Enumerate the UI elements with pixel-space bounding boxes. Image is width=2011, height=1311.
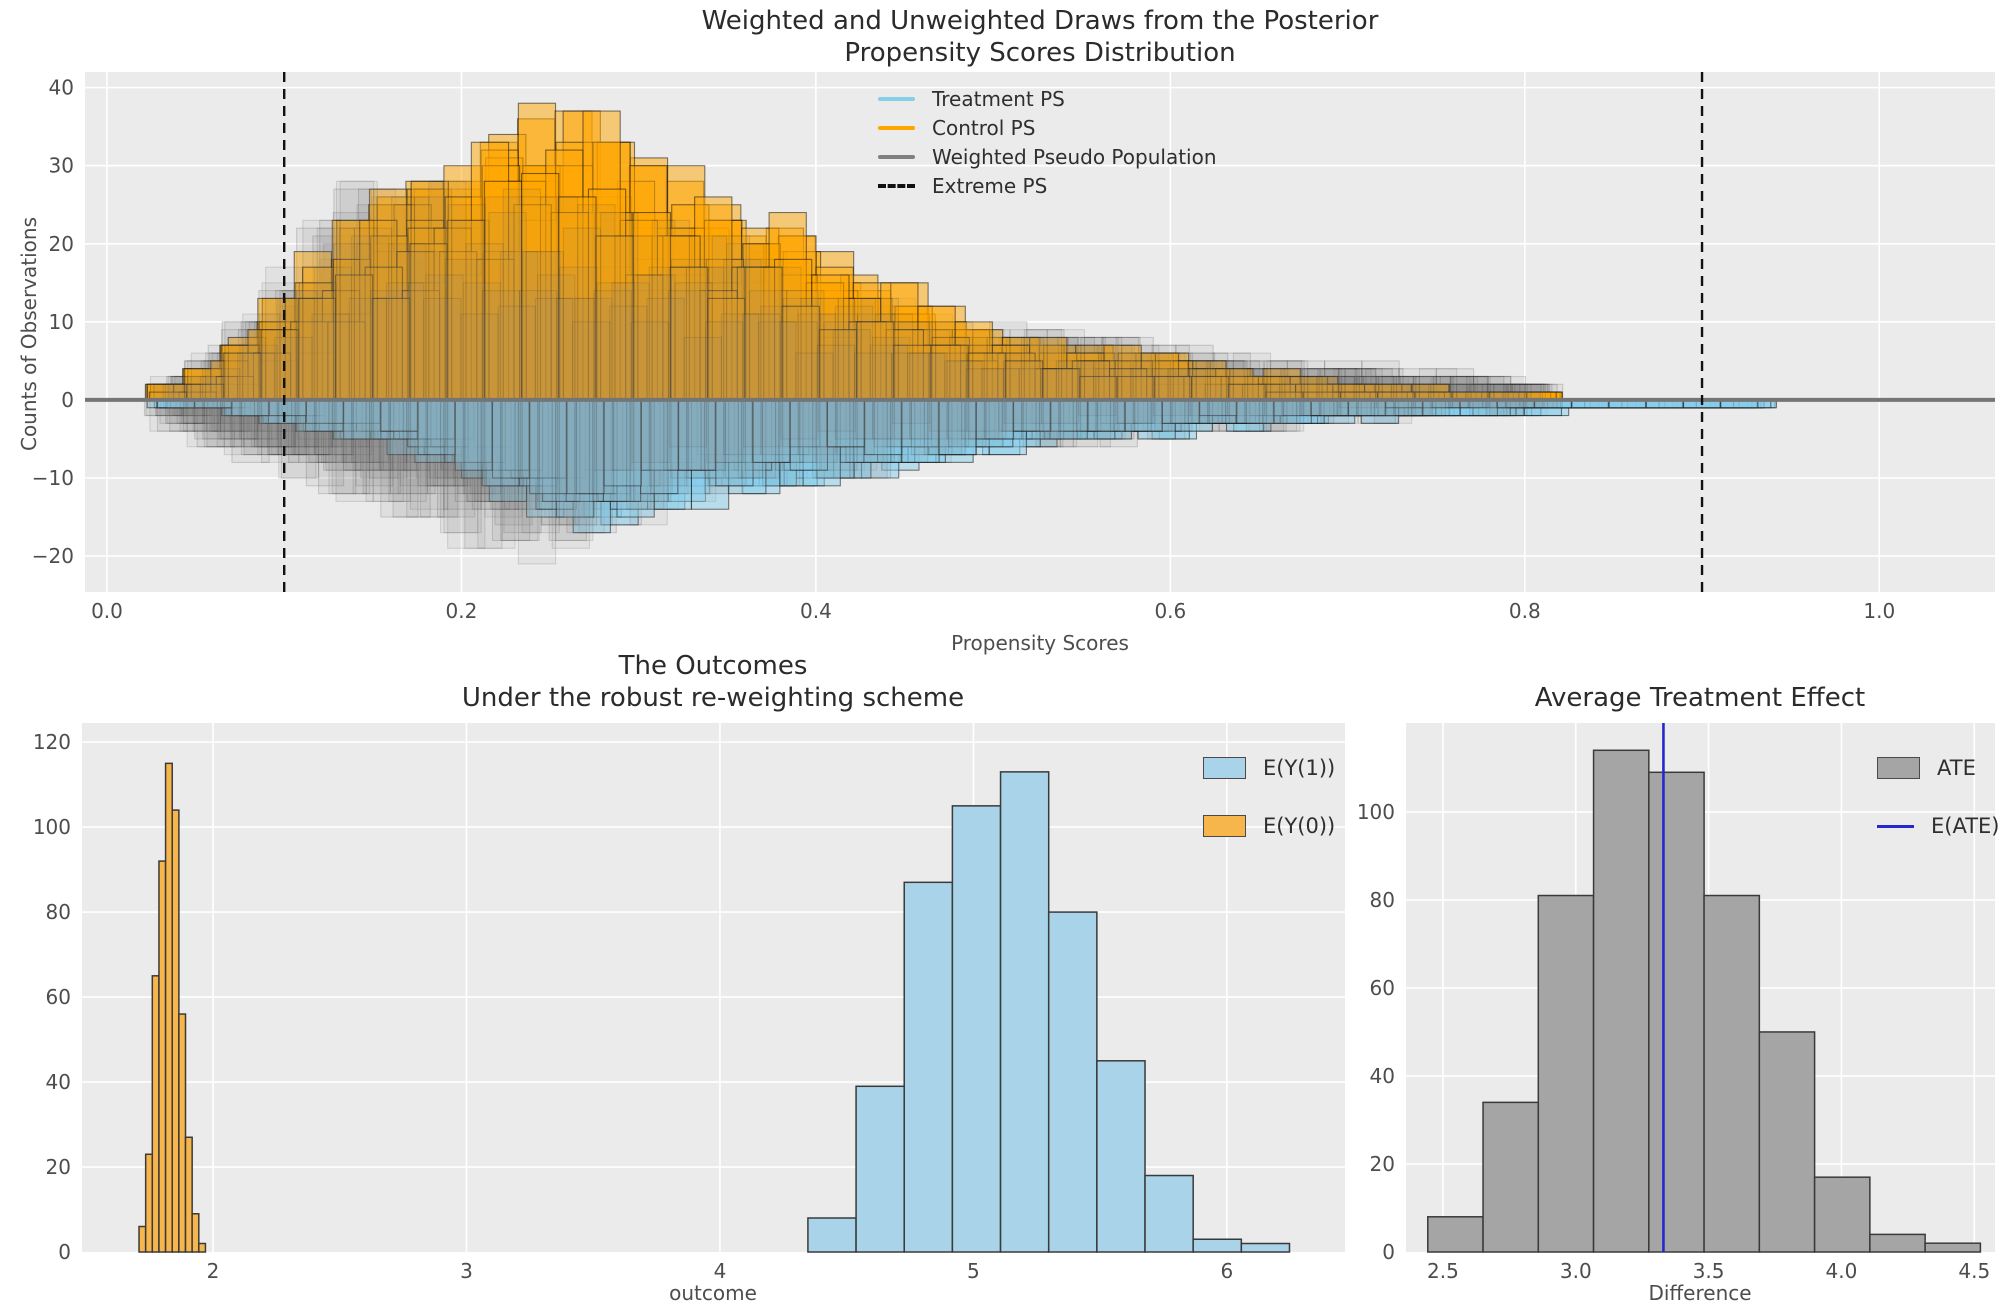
svg-text:2.5: 2.5 xyxy=(1427,1259,1459,1283)
legend-item-treatment-ps: Treatment PS xyxy=(878,84,1217,113)
top-yaxis-label: Counts of Observations xyxy=(17,217,41,452)
svg-text:80: 80 xyxy=(1370,888,1395,912)
svg-text:60: 60 xyxy=(46,985,71,1009)
eate-label: E(ATE) xyxy=(1931,814,2000,838)
svg-text:3: 3 xyxy=(460,1259,473,1283)
svg-text:20: 20 xyxy=(46,1155,71,1179)
top-title-line1: Weighted and Unweighted Draws from the P… xyxy=(701,6,1379,36)
svg-text:6: 6 xyxy=(1221,1259,1234,1283)
ate-patch-swatch xyxy=(1877,757,1920,779)
svg-text:0.2: 0.2 xyxy=(446,599,478,623)
svg-text:1.0: 1.0 xyxy=(1863,599,1895,623)
svg-text:0: 0 xyxy=(58,1240,71,1264)
legend-item-ey1: E(Y(1)) xyxy=(1203,756,1335,780)
svg-text:3.5: 3.5 xyxy=(1693,1259,1725,1283)
legend-item-weighted-population: Weighted Pseudo Population xyxy=(878,142,1217,171)
outcomes-panel-title: The Outcomes Under the robust re-weighti… xyxy=(113,650,1313,714)
svg-text:0.4: 0.4 xyxy=(800,599,832,623)
ey0-label: E(Y(0)) xyxy=(1263,814,1336,838)
control-ps-label: Control PS xyxy=(932,115,1036,140)
svg-text:100: 100 xyxy=(33,815,71,839)
svg-text:0.6: 0.6 xyxy=(1154,599,1186,623)
ey0-patch-swatch xyxy=(1203,815,1246,837)
svg-text:0: 0 xyxy=(61,388,74,412)
legend-item-control-ps: Control PS xyxy=(878,113,1217,142)
svg-text:2: 2 xyxy=(207,1259,220,1283)
extreme-ps-label: Extreme PS xyxy=(932,173,1048,198)
legend-item-ate: ATE xyxy=(1877,756,2000,780)
outcomes-xaxis-label: outcome xyxy=(669,1281,757,1305)
eate-line-swatch xyxy=(1877,824,1914,828)
legend-item-extreme-ps: Extreme PS xyxy=(878,171,1217,200)
ey1-patch-swatch xyxy=(1203,757,1246,779)
outcomes-title-line2: Under the robust re-weighting scheme xyxy=(461,683,965,713)
svg-text:20: 20 xyxy=(1370,1152,1395,1176)
svg-text:4.0: 4.0 xyxy=(1826,1259,1858,1283)
extreme-ps-dashed-swatch xyxy=(878,183,915,188)
svg-text:40: 40 xyxy=(49,76,74,100)
top-xaxis-label: Propensity Scores xyxy=(951,631,1129,655)
outcomes-title-line1: The Outcomes xyxy=(618,651,808,681)
svg-text:20: 20 xyxy=(49,232,74,256)
svg-text:4.5: 4.5 xyxy=(1958,1259,1990,1283)
svg-text:3.0: 3.0 xyxy=(1560,1259,1592,1283)
svg-text:40: 40 xyxy=(1370,1064,1395,1088)
ate-legend: ATE E(ATE) xyxy=(1877,756,2000,872)
treatment-ps-line-swatch xyxy=(878,96,915,101)
svg-text:10: 10 xyxy=(49,310,74,334)
top-panel-title: Weighted and Unweighted Draws from the P… xyxy=(340,5,1740,69)
svg-text:40: 40 xyxy=(46,1070,71,1094)
top-title-line2: Propensity Scores Distribution xyxy=(844,38,1236,68)
svg-text:4: 4 xyxy=(714,1259,727,1283)
outcomes-legend: E(Y(1)) E(Y(0)) xyxy=(1203,756,1335,872)
top-legend: Treatment PS Control PS Weighted Pseudo … xyxy=(878,84,1217,200)
ate-panel-title: Average Treatment Effect xyxy=(1400,682,2000,714)
weighted-population-line-swatch xyxy=(878,154,915,159)
svg-text:0.0: 0.0 xyxy=(91,599,123,623)
svg-text:0: 0 xyxy=(1382,1240,1395,1264)
treatment-ps-label: Treatment PS xyxy=(932,86,1065,111)
weighted-population-label: Weighted Pseudo Population xyxy=(932,144,1217,169)
legend-item-eate: E(ATE) xyxy=(1877,814,2000,838)
svg-text:−10: −10 xyxy=(32,466,74,490)
svg-text:−20: −20 xyxy=(32,544,74,568)
svg-text:100: 100 xyxy=(1357,800,1395,824)
svg-text:60: 60 xyxy=(1370,976,1395,1000)
ey1-label: E(Y(1)) xyxy=(1263,756,1336,780)
svg-text:30: 30 xyxy=(49,154,74,178)
svg-text:120: 120 xyxy=(33,730,71,754)
svg-text:80: 80 xyxy=(46,900,71,924)
svg-text:0.8: 0.8 xyxy=(1509,599,1541,623)
ate-title-line1: Average Treatment Effect xyxy=(1534,683,1866,713)
control-ps-line-swatch xyxy=(878,125,915,130)
ate-xaxis-label: Difference xyxy=(1648,1281,1752,1305)
ate-label: ATE xyxy=(1937,756,1976,780)
legend-item-ey0: E(Y(0)) xyxy=(1203,814,1335,838)
svg-text:5: 5 xyxy=(967,1259,980,1283)
